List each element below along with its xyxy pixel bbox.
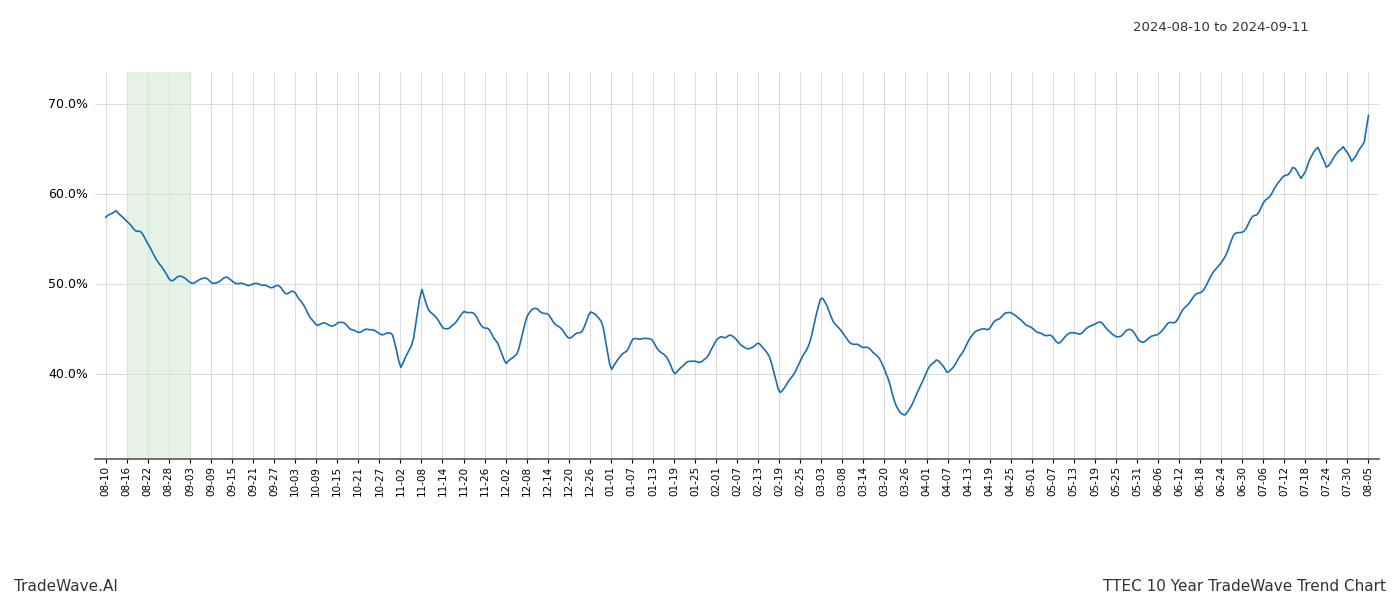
Text: 2024-08-10 to 2024-09-11: 2024-08-10 to 2024-09-11 xyxy=(1133,21,1309,34)
Text: TTEC 10 Year TradeWave Trend Chart: TTEC 10 Year TradeWave Trend Chart xyxy=(1103,579,1386,594)
Text: TradeWave.AI: TradeWave.AI xyxy=(14,579,118,594)
Bar xyxy=(127,72,190,459)
